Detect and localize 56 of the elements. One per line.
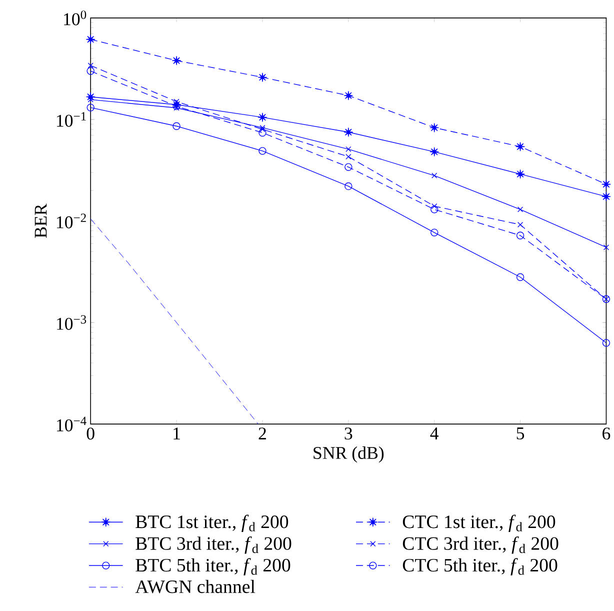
point [602, 180, 611, 189]
point [516, 142, 525, 152]
point [430, 205, 438, 214]
point [517, 222, 524, 228]
point [344, 90, 353, 100]
point [516, 232, 524, 240]
y-tick-label: 10$^{−2}$ [57, 214, 86, 228]
point [258, 146, 266, 155]
x-tick-label: 5 [516, 427, 524, 440]
point [172, 56, 182, 66]
point [344, 128, 353, 137]
y-tick-label: 10$^{−1}$ [57, 112, 86, 127]
point [258, 72, 267, 82]
point [88, 96, 94, 102]
legend-label: CTC 5th iter., f$_{d}$ 200 [402, 558, 558, 576]
point [603, 244, 610, 250]
point [258, 112, 267, 122]
point [346, 154, 352, 160]
point [430, 123, 439, 132]
point [174, 104, 180, 111]
legend-label: BTC 5th iter., f$_{d}$ 200 [136, 558, 290, 576]
point [260, 126, 266, 132]
point [517, 206, 524, 212]
line-series [90, 218, 258, 424]
point [86, 104, 94, 112]
point [346, 146, 352, 152]
point [430, 228, 438, 236]
legend-label: CTC 3rd iter., f$_{d}$ 200 [402, 536, 558, 554]
point [430, 147, 439, 156]
point [516, 169, 525, 178]
y-tick-label: 10$^{−4}$ [57, 416, 86, 432]
x-axis-title: SNR (dB) [314, 446, 384, 463]
x-tick-label: 3 [344, 427, 352, 440]
x-tick-label: 4 [430, 427, 439, 440]
point [258, 128, 266, 136]
legend-label: CTC 1st iter., f$_{d}$ 200 [402, 514, 556, 532]
point [516, 273, 524, 281]
x-tick-label: 1 [174, 427, 180, 440]
y-tick-label: 10$^{−3}$ [57, 315, 86, 330]
point [602, 338, 610, 347]
point [86, 67, 94, 75]
legend-label: BTC 3rd iter., f$_{d}$ 200 [136, 536, 292, 554]
x-tick-label: 6 [602, 427, 610, 440]
legend-label: AWGN channel [135, 580, 256, 594]
legend-label: BTC 1st iter., f$_{d}$ 200 [136, 514, 288, 532]
point [432, 172, 438, 178]
point [344, 182, 352, 190]
x-tick-label: 0 [86, 427, 94, 440]
point [86, 34, 96, 44]
point [172, 122, 180, 130]
y-tick-label: 10$^{0}$ [64, 10, 86, 26]
x-tick-label: 2 [258, 427, 266, 440]
point [88, 62, 94, 68]
y-axis-title: BER [34, 204, 47, 238]
point [602, 192, 611, 202]
point [344, 163, 352, 171]
